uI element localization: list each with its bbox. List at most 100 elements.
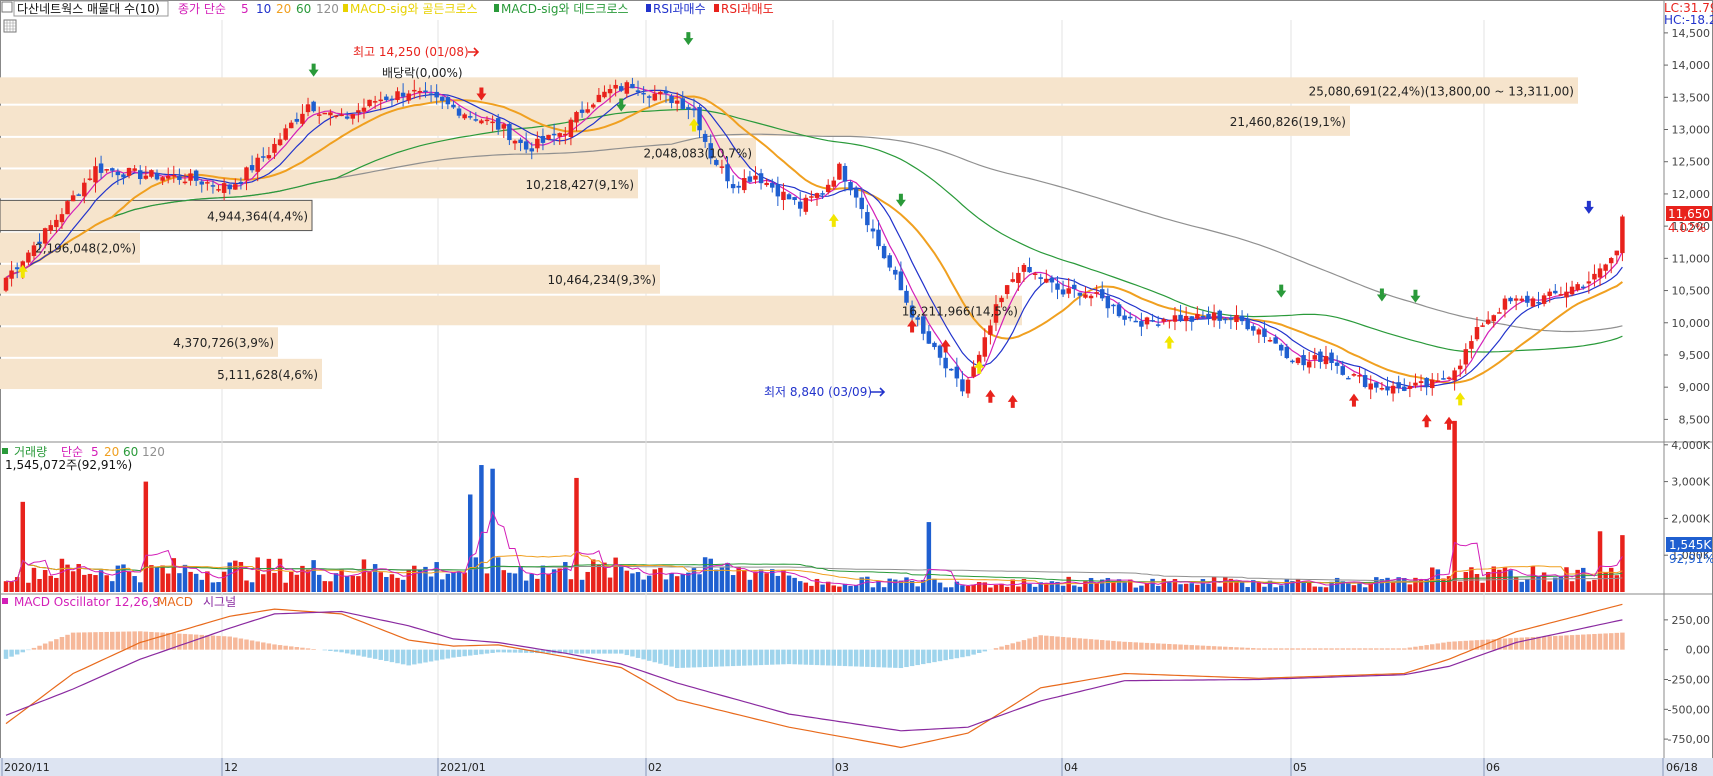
macd-osc-bar (965, 649, 971, 657)
macd-osc-bar (384, 649, 389, 662)
volume-bar (188, 571, 193, 592)
volume-bar (1127, 579, 1133, 592)
volume-bar (1536, 575, 1541, 592)
candle-body (624, 82, 630, 94)
macd-osc-bar (193, 634, 199, 650)
volume-bar (378, 572, 383, 592)
volume-bar (372, 564, 378, 592)
macd-osc-bar (266, 643, 272, 650)
volume-bar (686, 572, 691, 592)
low-arrow-icon (870, 387, 886, 397)
macd-osc-bar (1032, 636, 1038, 650)
volume-bar (529, 573, 534, 592)
volume-bar (1133, 587, 1139, 592)
macd-osc-bar (708, 649, 713, 667)
volume-bar (1072, 585, 1077, 592)
macd-osc-bar (1379, 648, 1385, 650)
candle-body (412, 89, 417, 92)
macd-osc-bar (356, 649, 361, 656)
menu-icon[interactable] (1, 1, 13, 13)
ma-legend-prefix: 종가 단순 (178, 2, 226, 16)
macd-osc-bar (294, 647, 300, 650)
arrow-up-icon (828, 213, 839, 227)
volume-bar (619, 566, 624, 592)
volume-bar (1021, 579, 1027, 592)
candle-body (1575, 284, 1580, 291)
candle-body (434, 91, 439, 98)
candle-body (1172, 315, 1178, 322)
macd-osc-bar (339, 649, 344, 653)
volume-bar (193, 573, 199, 592)
volume-bar (887, 578, 892, 592)
volume-bar (1457, 581, 1463, 592)
candle-body (137, 170, 143, 179)
ma20-line (5, 95, 1623, 384)
candle-body (199, 181, 204, 185)
candle-body (1262, 328, 1267, 337)
candle-body (193, 170, 199, 181)
volume-bar (803, 582, 809, 592)
macd-osc-bar (898, 649, 904, 669)
macd-osc-bar (1485, 639, 1491, 650)
macd-osc-bar (171, 633, 177, 650)
candle-body (322, 112, 328, 115)
volume-bar (842, 583, 848, 592)
volume-bar (76, 564, 81, 592)
volume-bar (943, 587, 948, 592)
candle-body (9, 270, 14, 279)
price-tick-label: 12,000 (1672, 188, 1711, 201)
candle-body (988, 325, 993, 335)
macd-osc-bar (607, 649, 613, 654)
macd-osc-bar (1491, 639, 1497, 650)
macd-osc-bar (1144, 642, 1150, 650)
x-axis: 2020/11 12 2021/01 02 03 04 05 06 06/18 (1, 758, 1698, 776)
candle-body (361, 107, 367, 112)
macd-osc-bar (154, 632, 160, 650)
candle-body (993, 304, 999, 323)
candle-body (1032, 273, 1038, 275)
macd-osc-bar (1200, 645, 1206, 650)
x-tick-label: 04 (1064, 761, 1078, 774)
macd-legend: MACD Oscillator 12,26,9 MACD 시그널 (2, 595, 236, 609)
candle-body (630, 83, 635, 89)
volume-legend-prefix: 단순 (61, 445, 83, 459)
volume-bar (154, 566, 160, 592)
candle-body (227, 184, 232, 190)
macd-osc-bar (93, 632, 98, 650)
arrow-up-icon (940, 339, 951, 353)
volume-bar (322, 581, 328, 592)
macd-osc-bar (1116, 641, 1122, 650)
volume-bar (1407, 584, 1413, 592)
volume-bar (770, 569, 775, 592)
candle-body (1161, 319, 1167, 322)
macd-osc-bar (490, 649, 495, 653)
candle-body (1497, 312, 1502, 314)
stock-name-box[interactable] (13, 0, 169, 17)
candle-body (1077, 292, 1083, 296)
macd-osc-bar (1301, 648, 1306, 650)
macd-osc-bar (400, 649, 406, 665)
candle-body (646, 96, 652, 98)
volume-bar (272, 572, 277, 592)
macd-osc-bar (1558, 635, 1564, 650)
macd-osc-bar (417, 649, 423, 664)
candle-body (1424, 377, 1429, 387)
candle-body (1055, 283, 1060, 290)
arrow-down-icon (1376, 288, 1387, 302)
macd-osc-bar (501, 649, 507, 653)
macd-osc-bar (305, 648, 311, 650)
candle-body (1525, 295, 1530, 303)
volume-bar (221, 571, 227, 592)
candle-body (1167, 319, 1172, 322)
candle-body (1127, 316, 1133, 319)
volume-bar (1547, 581, 1552, 592)
macd-osc-bar (221, 636, 227, 650)
macd-osc-bar (1290, 648, 1295, 650)
macd-osc-bar (1564, 635, 1569, 650)
volume-bar (1206, 583, 1211, 592)
volume-bar (1088, 577, 1094, 592)
macd-osc-bar (1525, 637, 1530, 650)
macd-osc-bar (1385, 648, 1390, 650)
volume-bar (361, 559, 367, 592)
